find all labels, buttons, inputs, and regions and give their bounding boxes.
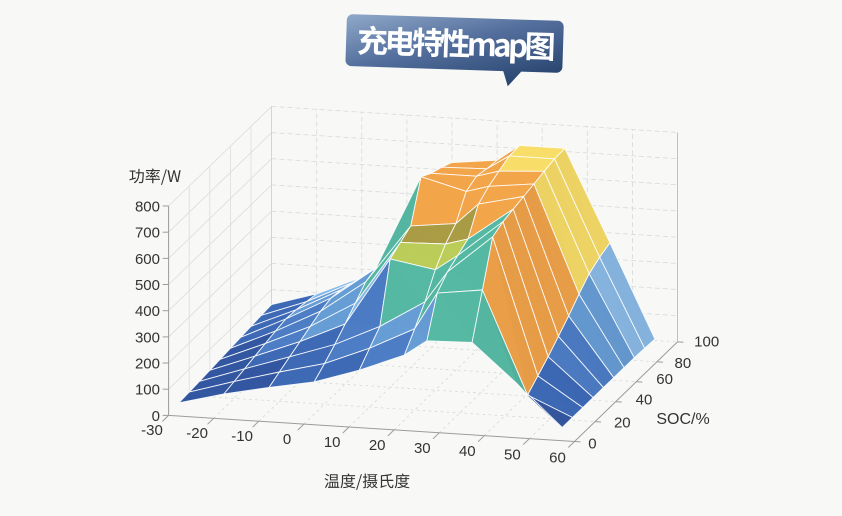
svg-text:60: 60 <box>549 449 566 466</box>
svg-text:40: 40 <box>459 443 476 460</box>
svg-text:400: 400 <box>135 303 160 320</box>
svg-text:200: 200 <box>135 356 160 373</box>
svg-text:SOC/%: SOC/% <box>656 411 709 428</box>
svg-text:-20: -20 <box>186 425 208 442</box>
svg-text:500: 500 <box>135 277 160 294</box>
svg-text:100: 100 <box>135 382 160 399</box>
svg-text:50: 50 <box>504 446 521 463</box>
svg-text:30: 30 <box>414 440 431 457</box>
svg-text:800: 800 <box>135 199 160 216</box>
svg-text:-30: -30 <box>141 422 163 439</box>
svg-text:100: 100 <box>694 333 719 350</box>
svg-text:600: 600 <box>135 251 160 268</box>
svg-text:0: 0 <box>152 408 160 425</box>
svg-text:700: 700 <box>135 225 160 242</box>
svg-text:60: 60 <box>656 371 673 388</box>
svg-text:80: 80 <box>675 355 692 372</box>
svg-text:40: 40 <box>636 391 653 408</box>
svg-text:20: 20 <box>614 414 631 431</box>
svg-text:0: 0 <box>283 431 291 448</box>
svg-text:-10: -10 <box>231 428 253 445</box>
svg-text:0: 0 <box>588 436 596 453</box>
svg-text:300: 300 <box>135 329 160 346</box>
svg-text:20: 20 <box>369 437 386 454</box>
svg-text:10: 10 <box>324 434 341 451</box>
